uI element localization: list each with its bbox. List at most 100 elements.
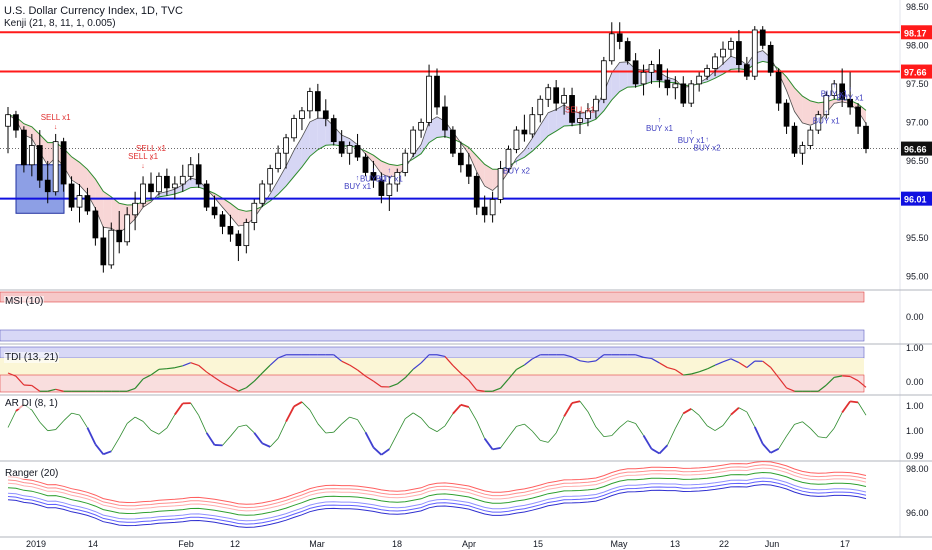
tdi-line-segment (500, 378, 509, 389)
ar-line-segment (619, 420, 628, 428)
ar-line-segment (71, 412, 80, 416)
tdi-line-segment (126, 387, 136, 392)
cloud-segment (484, 164, 493, 191)
ar-line-segment (79, 414, 88, 428)
indicator-label: Kenji (21, 8, 11, 1, 0.005) (4, 18, 116, 29)
time-axis[interactable]: 2019 14 Feb 12 Mar 18 Apr 15 May 13 22 Jun 17 (26, 539, 850, 549)
candle (378, 179, 385, 196)
tdi-line-segment (31, 385, 41, 392)
msi-pane[interactable]: 0.00 (0, 291, 924, 342)
candle (307, 91, 313, 112)
candle (624, 41, 631, 62)
tdi-line-segment (706, 364, 716, 370)
candle (465, 164, 472, 177)
ar-line-segment (301, 401, 311, 411)
candle (473, 175, 480, 208)
time-tick-label: Mar (309, 539, 325, 549)
candle (505, 148, 512, 170)
candle (124, 214, 131, 243)
candle (616, 33, 623, 42)
candle (791, 125, 798, 154)
ar-line-segment (63, 412, 72, 422)
tdi-line-segment (55, 388, 64, 392)
tdi-line-segment (746, 360, 756, 369)
ar-line-segment (341, 416, 350, 425)
candle (863, 125, 869, 149)
ar-line-segment (293, 401, 303, 408)
cloud-segment (230, 203, 239, 227)
ranger-tick-label: 96.00 (906, 508, 929, 518)
candle (267, 168, 274, 185)
tdi-label: TDI (13, 21) (4, 352, 60, 363)
signal-label: BUY x2 (503, 167, 531, 176)
tdi-pane[interactable]: 1.00 0.00 (0, 343, 924, 393)
candle (259, 183, 266, 204)
signal-arrow: ↑ (832, 83, 836, 90)
cloud-segment (548, 109, 557, 136)
tdi-line-segment (691, 371, 700, 375)
level-label: 98.17 (904, 28, 927, 38)
candle (338, 141, 345, 154)
candle (291, 118, 297, 139)
ranger-pane[interactable]: 98.00 96.00 (7, 460, 929, 528)
ar-line-segment (269, 438, 279, 448)
candle (92, 210, 99, 239)
ar-line-segment (532, 430, 541, 441)
cloud-segment (516, 149, 525, 162)
candle (688, 83, 695, 104)
signal-label: SELL x1 (128, 152, 158, 161)
candle (13, 114, 19, 131)
tdi-line-segment (269, 357, 279, 366)
ar-line-segment (110, 437, 120, 452)
candle (148, 183, 154, 193)
candle (76, 195, 83, 208)
ar-line-segment (516, 423, 525, 427)
tdi-line-segment (134, 378, 144, 389)
candle (203, 183, 210, 208)
ar-line-segment (730, 407, 740, 416)
tdi-line-segment (817, 384, 827, 392)
ar-line-segment (476, 420, 486, 439)
cloud-segment (294, 137, 302, 177)
candle (195, 164, 202, 185)
ar-line-segment (635, 423, 644, 436)
candle (21, 129, 27, 166)
ar-line-segment (150, 429, 160, 435)
candle (545, 87, 552, 100)
candle (847, 98, 853, 108)
signal-label: BUY x2 (694, 144, 722, 153)
ranger-band (7, 467, 867, 512)
ar-line-segment (404, 412, 414, 420)
cloud-segment (802, 96, 811, 126)
cloud-segment (381, 161, 390, 178)
ar-line-segment (540, 439, 549, 443)
ar-line-segment (380, 448, 390, 456)
candle (227, 225, 234, 235)
ar-line-segment (428, 427, 438, 433)
ar-line-segment (103, 450, 112, 456)
ar-line-segment (802, 421, 811, 429)
tdi-line-segment (635, 354, 644, 358)
tdi-line-segment (198, 364, 207, 373)
signal-arrow: ↓ (54, 124, 58, 131)
candle (529, 114, 536, 135)
candle (712, 56, 718, 69)
candle (704, 68, 710, 77)
signal-arrow: ↑ (848, 86, 852, 93)
ar-di-pane[interactable]: 1.00 1.00 0.99 (7, 400, 924, 461)
ar-line-segment (658, 444, 669, 455)
tdi-line-segment (190, 362, 199, 366)
cloud-segment (556, 104, 565, 132)
ar-line-segment (690, 408, 700, 416)
price-pane[interactable]: 98.50 98.00 97.50 97.00 96.50 96.00 95.50 95.00… (0, 0, 932, 538)
cloud-segment (286, 150, 294, 187)
ar-tick-label: 0.99 (906, 451, 924, 461)
tdi-line-segment (722, 358, 732, 363)
candle (759, 29, 766, 46)
tdi-line-segment (770, 367, 780, 378)
ar-line-segment (86, 427, 97, 445)
signal-arrow: ↑ (689, 129, 693, 136)
ar-line-segment (746, 411, 756, 428)
signal-label: BUY x1 (376, 174, 404, 183)
